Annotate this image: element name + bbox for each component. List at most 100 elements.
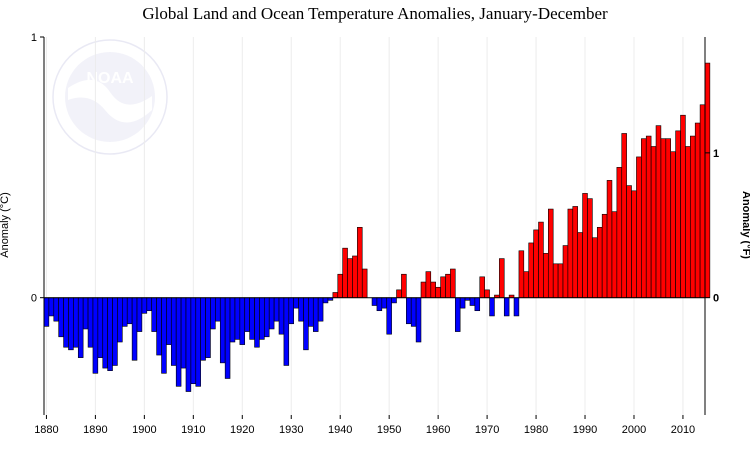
bar-1976	[513, 297, 520, 317]
bar-1989	[577, 232, 583, 298]
bar-1933	[303, 297, 309, 351]
bar-1930	[288, 297, 294, 325]
bar-1918	[229, 297, 236, 343]
bar-1939	[332, 292, 339, 298]
bar-1894	[112, 297, 118, 366]
bar-1912	[200, 297, 206, 361]
bar-1904	[161, 297, 167, 374]
bar-1883	[58, 297, 64, 338]
bar-2014	[699, 104, 706, 298]
bar-1944	[357, 227, 363, 298]
bar-1924	[259, 297, 265, 340]
bar-1956	[415, 297, 422, 343]
bar-1963	[450, 268, 456, 298]
bar-1959	[430, 281, 436, 298]
bar-1988	[572, 206, 578, 298]
bar-1953	[401, 273, 407, 298]
bar-1951	[391, 297, 397, 304]
logo-text: NOAA	[86, 70, 134, 87]
bar-1960	[435, 286, 441, 298]
bar-1902	[151, 297, 157, 332]
bar-1882	[53, 297, 59, 322]
bar-1983	[548, 208, 554, 298]
bar-1936	[317, 297, 324, 322]
bar-2012	[690, 135, 696, 298]
bar-1980	[533, 229, 539, 298]
bar-2000	[631, 190, 637, 298]
bar-1968	[474, 297, 481, 312]
bar-1969	[479, 276, 485, 298]
y-axis-label-right: Anomaly (°F)	[740, 191, 750, 259]
logo-outer-ring	[52, 39, 168, 155]
bar-2013	[694, 122, 701, 298]
noaa-logo-watermark: NOAA	[52, 39, 168, 155]
bar-1995	[606, 180, 613, 298]
bar-1935	[312, 297, 319, 332]
y-tick-label-left-1: 1	[31, 32, 37, 44]
bar-2004	[650, 146, 657, 298]
x-tick-label-1980: 1980	[524, 424, 548, 436]
bar-1937	[322, 297, 329, 304]
bar-1890	[92, 297, 99, 374]
bar-1910	[190, 297, 197, 385]
bar-1909	[185, 297, 192, 392]
x-tick-label-2010: 2010	[671, 424, 695, 436]
bar-1994	[601, 213, 608, 298]
x-tick-label-1970: 1970	[475, 424, 499, 436]
bar-1982	[543, 253, 549, 298]
bar-1992	[592, 237, 598, 298]
chart-title: Global Land and Ocean Temperature Anomal…	[142, 4, 608, 23]
bar-1898	[131, 297, 138, 361]
bar-2008	[670, 151, 676, 298]
bar-2009	[675, 130, 681, 298]
x-tick-label-1890: 1890	[83, 424, 107, 436]
x-tick-label-1900: 1900	[132, 424, 156, 436]
bar-1965	[459, 297, 466, 309]
bar-2010	[680, 114, 686, 298]
bar-1922	[249, 297, 255, 340]
bar-1934	[308, 297, 314, 327]
bar-1962	[445, 273, 451, 298]
bar-2002	[641, 138, 647, 298]
bar-1908	[180, 297, 187, 369]
bar-1997	[616, 167, 623, 298]
bar-1903	[156, 297, 162, 356]
x-tick-label-1930: 1930	[279, 424, 303, 436]
bar-1913	[205, 297, 211, 358]
bar-1888	[82, 297, 89, 330]
bar-2011	[685, 146, 691, 298]
bar-1977	[518, 250, 525, 298]
bar-1978	[523, 271, 530, 298]
y-tick-label-right-0: 0	[713, 293, 719, 305]
bar-1952	[396, 289, 402, 298]
bar-1897	[126, 297, 133, 325]
bar-1893	[107, 297, 113, 371]
bar-1967	[469, 297, 476, 306]
bar-1900	[141, 297, 148, 314]
bar-1901	[146, 297, 152, 312]
bar-1987	[567, 208, 574, 298]
bar-1919	[234, 297, 241, 340]
bar-1973	[499, 258, 505, 298]
bar-1948	[376, 297, 383, 312]
bar-1974	[503, 297, 510, 317]
bar-1906	[171, 297, 177, 366]
bar-1942	[347, 258, 353, 298]
bar-1921	[244, 297, 250, 332]
bar-1916	[219, 297, 226, 364]
bar-1998	[621, 133, 627, 298]
bar-1945	[361, 268, 368, 298]
bar-1961	[440, 276, 446, 298]
x-tick-label-1960: 1960	[426, 424, 450, 436]
bar-1993	[596, 227, 603, 298]
y-tick-label-left-0: 0	[31, 293, 37, 305]
bar-1999	[626, 185, 632, 298]
bar-1950	[386, 297, 392, 335]
bar-1949	[381, 297, 387, 309]
bar-1931	[293, 297, 299, 309]
bar-1943	[352, 255, 358, 298]
axes-layer	[40, 36, 710, 419]
bar-1926	[268, 297, 275, 330]
bar-1889	[87, 297, 94, 348]
bar-1957	[420, 281, 427, 298]
